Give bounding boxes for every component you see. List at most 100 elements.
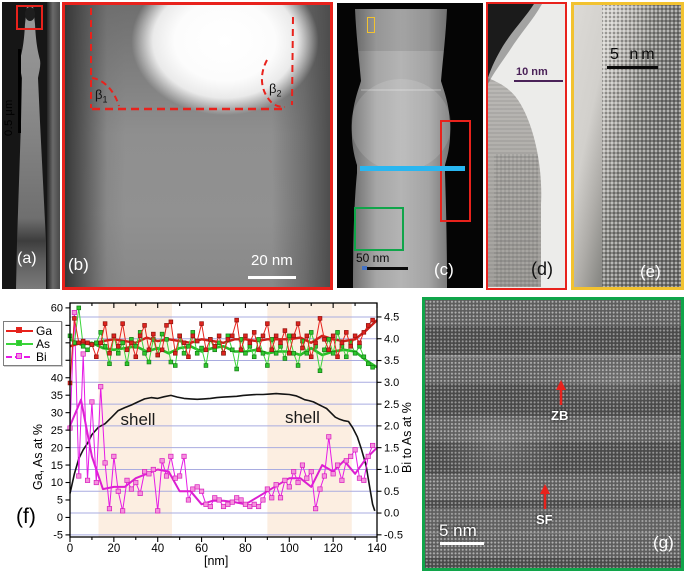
y-right-tick-label: 4.0	[384, 333, 399, 345]
panel-g-haadf-lattice: ZB SF 5 nm (g)	[422, 297, 684, 571]
marker-bi-raw	[159, 458, 165, 464]
beta1-symbol: β	[95, 87, 103, 102]
series-ga-raw	[69, 317, 373, 384]
marker-as-raw	[107, 361, 112, 367]
marker-bi-raw	[326, 434, 332, 440]
marker-as-raw	[164, 337, 169, 342]
y-right-tick-label: 3.5	[384, 355, 399, 367]
series-as-smooth	[69, 338, 378, 369]
marker-as-raw	[76, 305, 82, 311]
marker-ga-raw	[146, 347, 152, 353]
legend-entry-ga: Ga	[6, 324, 58, 338]
marker-bi-raw	[137, 490, 143, 496]
marker-bi-raw	[304, 475, 310, 481]
x-tick-label: 0	[67, 543, 73, 555]
marker-bi-raw	[277, 495, 284, 501]
eds-line-profile-plot: 020406080100120140-505101520253035404550…	[51, 302, 403, 555]
marker-ga-raw	[326, 347, 332, 353]
nanowire-silhouette	[351, 9, 451, 288]
marker-bi-raw	[286, 484, 292, 490]
stacking-fault-label: SF	[536, 512, 553, 527]
marker-bi-raw	[207, 503, 213, 510]
panel-letter: (b)	[68, 255, 89, 274]
marker-ga-raw	[335, 354, 340, 360]
marker-bi-raw	[356, 475, 363, 481]
legend-entry-bi: Bi	[6, 349, 58, 364]
marker-ga-raw	[137, 333, 143, 339]
marker-bi-raw	[168, 453, 174, 459]
legend-label: Bi	[36, 349, 47, 364]
legend-entry-as: As	[6, 337, 58, 351]
marker-ga-raw	[159, 347, 165, 353]
marker-as-raw	[124, 361, 130, 367]
marker-bi-raw	[365, 453, 371, 459]
marker-ga-raw	[177, 333, 182, 339]
y-left-tick-label: 15	[51, 460, 63, 472]
marker-ga-raw	[357, 340, 362, 346]
marker-bi-raw	[76, 473, 82, 479]
scalebar-label: 0.5 μm	[3, 99, 15, 136]
marker-bi-raw	[142, 469, 148, 475]
marker-ga-raw	[133, 354, 139, 360]
series-bi-raw	[69, 312, 374, 512]
marker-ga-raw	[300, 345, 305, 351]
dark-droplet-wedge	[488, 4, 534, 78]
marker-as-raw	[361, 354, 367, 360]
marker-bi-raw	[106, 506, 113, 512]
marker-ga-raw	[107, 351, 112, 356]
marker-bi-raw	[146, 471, 152, 477]
y-left-tick-label: 60	[51, 303, 63, 315]
marker-as-raw	[142, 351, 147, 356]
scalebar-label: 20 nm	[251, 252, 293, 269]
marker-bi-raw	[89, 399, 95, 405]
marker-as-raw	[330, 351, 336, 356]
as-line-marker-icon	[6, 339, 33, 348]
marker-ga-raw	[120, 321, 125, 326]
y-left-tick-label: 10	[51, 477, 63, 489]
zinc-blende-label: ZB	[551, 408, 569, 423]
x-tick-label: 60	[195, 543, 208, 555]
marker-ga-raw	[142, 323, 147, 328]
x-tick-label: 80	[239, 543, 252, 555]
y-left-tick-label: -5	[53, 530, 63, 542]
marker-bi-raw	[352, 447, 358, 453]
marker-bi-raw	[264, 486, 270, 492]
marker-bi-raw	[194, 484, 200, 490]
ga-line-marker-icon	[6, 326, 33, 335]
marker-ga-raw	[238, 347, 244, 353]
marker-bi-raw	[299, 462, 305, 468]
marker-ga-raw	[173, 351, 178, 356]
marker-ga-raw	[151, 331, 156, 337]
marker-ga-raw	[98, 340, 103, 346]
marker-as-raw	[260, 351, 266, 356]
scalebar-label: 5 nm	[439, 521, 477, 540]
tip-highlight-box	[16, 5, 43, 30]
marker-bi-raw	[361, 477, 367, 483]
marker-as-raw	[80, 344, 86, 349]
panel-letter: (a)	[17, 250, 37, 267]
intensity-patches	[425, 300, 681, 568]
x-tick-label: 140	[367, 543, 386, 555]
chart-legend: Ga As Bi	[3, 321, 62, 366]
panel-f-eds-profile-chart: 020406080100120140-505101520253035404550…	[0, 295, 420, 573]
marker-as-raw	[181, 351, 187, 356]
panel-letter: (d)	[531, 259, 553, 279]
marker-ga-raw	[247, 340, 253, 346]
marker-ga-raw	[225, 337, 231, 342]
catalyst-droplet-tip	[25, 7, 35, 21]
marker-ga-raw	[322, 337, 327, 342]
marker-as-raw	[322, 347, 327, 353]
marker-ga-raw	[80, 338, 86, 344]
bi-line-marker-icon	[6, 352, 33, 361]
marker-as-raw	[115, 351, 121, 356]
marker-bi-raw	[128, 486, 134, 492]
marker-as-raw	[146, 359, 152, 365]
marker-bi-raw	[80, 351, 86, 357]
marker-ga-raw	[313, 340, 318, 346]
scalebar-label: 50 nm	[356, 251, 390, 265]
marker-bi-raw	[212, 495, 218, 501]
marker-bi-raw	[150, 466, 156, 473]
x-tick-label: 100	[280, 543, 299, 555]
wedge-soft-edge	[488, 4, 542, 84]
marker-ga-raw	[282, 328, 288, 333]
